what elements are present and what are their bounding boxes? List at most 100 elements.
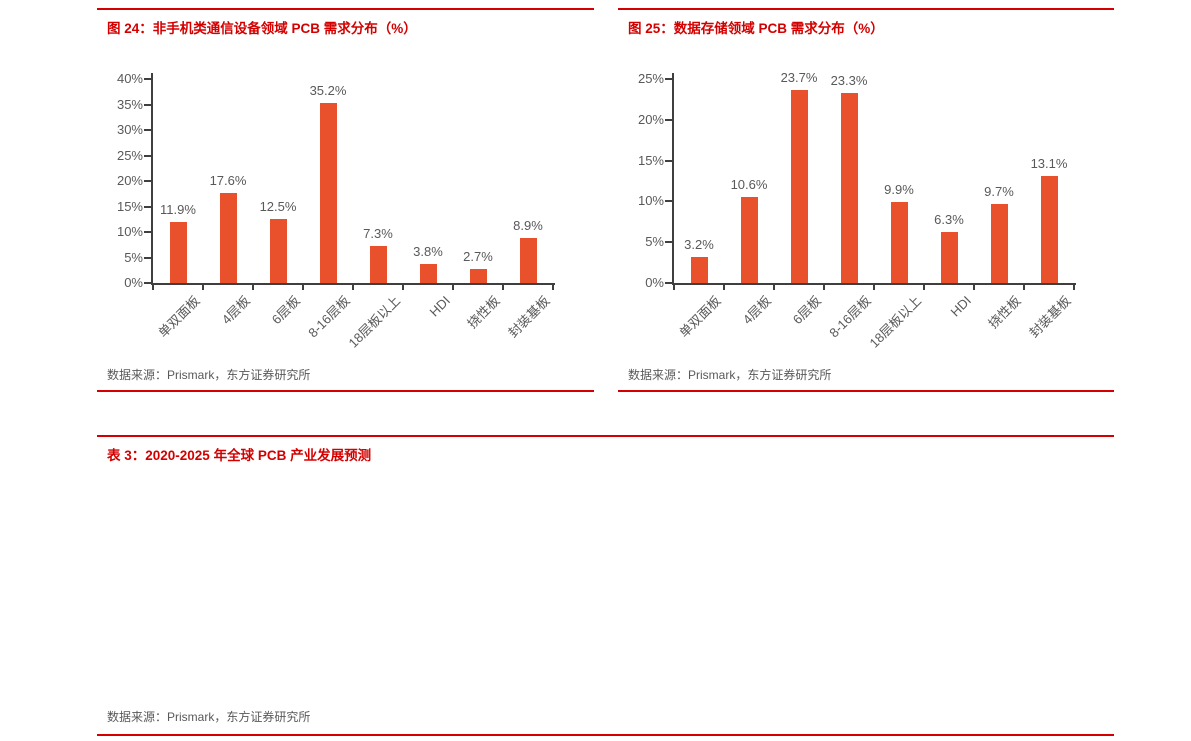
table-3-source: 数据来源：Prismark，东方证券研究所 bbox=[107, 710, 311, 724]
y-tick-label: 20% bbox=[637, 111, 664, 127]
bar-4层板 bbox=[219, 193, 237, 283]
table-3-top-rule bbox=[97, 435, 1114, 437]
x-tick bbox=[673, 285, 675, 290]
bar-value-label: 8.9% bbox=[513, 217, 543, 233]
table-3-bottom-rule bbox=[97, 734, 1114, 736]
table-3-title: 表 3：2020-2025 年全球 PCB 产业发展预测 bbox=[107, 448, 372, 463]
x-category-label: HDI bbox=[426, 293, 453, 320]
x-tick bbox=[452, 285, 454, 290]
figure-25-bar-chart: 0% 5% 10% 15% 20% 25% 3.2% 单双面板 10.6% 4层板 23.7% 6层板… bbox=[628, 57, 1104, 358]
y-tick-label: 15% bbox=[637, 152, 664, 168]
y-tick bbox=[665, 159, 672, 162]
x-tick bbox=[773, 285, 775, 290]
x-category-label: 挠性板 bbox=[464, 293, 503, 332]
x-category-label: 8-16层板 bbox=[826, 293, 874, 341]
bar-6层板 bbox=[790, 89, 808, 283]
bar-单双面板 bbox=[690, 256, 708, 283]
x-category-label: 6层板 bbox=[789, 293, 824, 328]
bar-value-label: 11.9% bbox=[160, 202, 196, 218]
y-tick-label: 25% bbox=[116, 147, 143, 163]
x-axis-line bbox=[151, 283, 555, 285]
x-tick bbox=[1023, 285, 1025, 290]
bar-8-16层板 bbox=[840, 92, 858, 283]
x-category-label: 4层板 bbox=[218, 293, 253, 328]
y-tick-label: 0% bbox=[645, 275, 664, 290]
y-tick bbox=[144, 231, 151, 233]
bar-封装基板 bbox=[519, 237, 537, 283]
y-tick bbox=[665, 282, 672, 284]
y-tick-label: 20% bbox=[116, 173, 143, 188]
bar-value-label: 3.8% bbox=[413, 243, 443, 259]
x-tick bbox=[152, 285, 154, 290]
x-tick bbox=[252, 285, 254, 290]
bar-HDI bbox=[940, 231, 958, 283]
bar-挠性板 bbox=[469, 269, 487, 283]
figure-25-top-rule bbox=[618, 8, 1114, 10]
x-tick bbox=[302, 285, 304, 290]
x-category-label: 单双面板 bbox=[155, 293, 203, 341]
charts-row: 图 24：非手机类通信设备领域 PCB 需求分布（%） 0% 5% 10% 15% 20… bbox=[0, 8, 1191, 392]
bar-value-label: 12.5% bbox=[259, 199, 297, 215]
x-tick bbox=[402, 285, 404, 290]
bar-18层板以上 bbox=[890, 202, 908, 283]
bar-value-label: 23.7% bbox=[780, 69, 818, 85]
x-axis-line bbox=[672, 283, 1076, 285]
bar-value-label: 10.6% bbox=[730, 176, 768, 192]
bar-挠性板 bbox=[990, 203, 1008, 283]
x-tick bbox=[502, 285, 504, 290]
bar-value-label: 3.2% bbox=[684, 236, 714, 252]
y-tick-label: 35% bbox=[116, 96, 143, 112]
x-tick bbox=[552, 285, 554, 290]
figure-24: 图 24：非手机类通信设备领域 PCB 需求分布（%） 0% 5% 10% 15% 20… bbox=[97, 8, 594, 392]
y-tick-label: 40% bbox=[116, 71, 143, 86]
x-tick bbox=[823, 285, 825, 290]
x-tick bbox=[923, 285, 925, 290]
x-category-label: 18层板以上 bbox=[865, 293, 924, 351]
x-tick bbox=[723, 285, 725, 290]
table-3-section: 表 3：2020-2025 年全球 PCB 产业发展预测 数据来源：Prisma… bbox=[0, 435, 1191, 736]
x-category-label: 单双面板 bbox=[676, 293, 724, 341]
y-tick bbox=[665, 118, 672, 121]
x-tick bbox=[202, 285, 204, 290]
x-category-label: HDI bbox=[947, 293, 974, 320]
bar-value-label: 23.3% bbox=[830, 72, 868, 88]
y-tick bbox=[144, 154, 151, 157]
y-tick bbox=[144, 78, 151, 80]
x-category-label: 挠性板 bbox=[985, 293, 1024, 332]
bar-value-label: 35.2% bbox=[309, 83, 347, 99]
y-tick bbox=[144, 180, 151, 182]
bar-4层板 bbox=[740, 196, 758, 283]
bar-value-label: 6.3% bbox=[934, 211, 964, 227]
figure-24-source: 数据来源：Prismark，东方证券研究所 bbox=[107, 368, 311, 382]
figure-24-top-rule bbox=[97, 8, 594, 10]
y-tick-label: 0% bbox=[124, 275, 143, 290]
y-tick bbox=[665, 241, 672, 244]
figure-24-bottom-rule bbox=[97, 390, 594, 392]
bar-value-label: 7.3% bbox=[363, 225, 393, 241]
x-tick bbox=[1073, 285, 1075, 290]
x-category-label: 6层板 bbox=[268, 293, 303, 328]
figure-24-title: 图 24：非手机类通信设备领域 PCB 需求分布（%） bbox=[107, 21, 417, 36]
y-tick bbox=[665, 200, 672, 203]
bar-HDI bbox=[419, 263, 437, 283]
table-3-body-empty bbox=[97, 466, 1114, 700]
y-axis-line bbox=[151, 73, 153, 283]
bar-value-label: 13.1% bbox=[1030, 156, 1068, 172]
x-category-label: 封装基板 bbox=[505, 293, 553, 341]
figure-25-source: 数据来源：Prismark，东方证券研究所 bbox=[628, 368, 832, 382]
y-tick-label: 10% bbox=[637, 193, 664, 209]
y-tick-label: 10% bbox=[116, 224, 143, 239]
y-tick bbox=[665, 78, 672, 80]
bar-6层板 bbox=[269, 219, 287, 283]
x-category-label: 8-16层板 bbox=[305, 293, 353, 341]
bar-value-label: 9.9% bbox=[884, 182, 914, 198]
y-tick bbox=[144, 256, 151, 259]
figure-25-title: 图 25：数据存储领域 PCB 需求分布（%） bbox=[628, 21, 884, 36]
x-tick bbox=[352, 285, 354, 290]
y-tick-label: 25% bbox=[637, 71, 664, 86]
y-tick bbox=[144, 205, 151, 208]
x-category-label: 封装基板 bbox=[1026, 293, 1074, 341]
y-tick bbox=[144, 129, 151, 131]
y-tick-label: 15% bbox=[116, 198, 143, 214]
